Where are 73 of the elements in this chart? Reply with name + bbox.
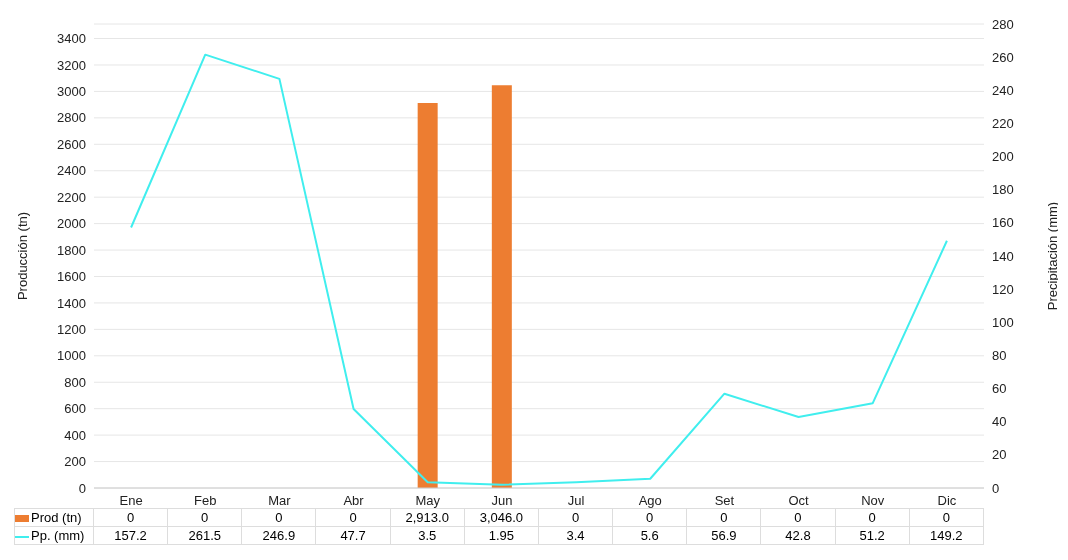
y2-tick-label: 240 [992, 82, 1014, 98]
y2-tick-label: 220 [992, 116, 1014, 132]
y2-tick-label: 0 [992, 480, 1000, 496]
data-label: 246.9 [241, 526, 316, 545]
y2-tick-label: 100 [992, 314, 1014, 330]
x-tick-label: Ene [119, 493, 143, 509]
legend-label: Prod (tn) [14, 508, 94, 527]
y-tick-label: 2800 [57, 110, 86, 126]
y2-tick-label: 120 [992, 281, 1014, 297]
data-label: 51.2 [835, 526, 910, 545]
data-label: 3.4 [538, 526, 613, 545]
x-tick-label: Set [714, 493, 735, 509]
legend-label: Pp. (mm) [14, 526, 94, 545]
data-label: 3,046.0 [464, 508, 539, 527]
y-tick-label: 600 [64, 401, 86, 417]
y2-tick-label: 60 [992, 381, 1007, 397]
y2-tick-label: 280 [992, 16, 1014, 32]
data-label: 0 [167, 508, 242, 527]
data-label: 0 [686, 508, 761, 527]
data-label: 157.2 [93, 526, 168, 545]
x-tick-label: Jul [567, 493, 585, 509]
y-tick-label: 1200 [57, 321, 86, 337]
data-label: 0 [241, 508, 316, 527]
data-label: 0 [909, 508, 984, 527]
data-label: 42.8 [760, 526, 836, 545]
y2-tick-label: 80 [992, 348, 1007, 364]
data-label: 0 [93, 508, 168, 527]
y-tick-label: 400 [64, 427, 86, 443]
x-tick-label: Nov [861, 493, 885, 509]
data-label: 2,913.0 [390, 508, 465, 527]
data-label: 0 [538, 508, 613, 527]
data-label: 0 [835, 508, 910, 527]
y2-tick-label: 40 [992, 414, 1007, 430]
y-tick-label: 2200 [57, 189, 86, 205]
data-label: 3.5 [390, 526, 465, 545]
line-series [130, 53, 948, 486]
y-tick-label: 2600 [57, 136, 86, 152]
y-tick-label: 2000 [57, 216, 86, 232]
y2-tick-label: 140 [992, 248, 1014, 264]
data-label: 149.2 [909, 526, 984, 545]
data-label: 1.95 [464, 526, 539, 545]
y-tick-label: 0 [78, 480, 86, 496]
x-tick-label: Dic [937, 493, 957, 509]
y2-tick-label: 200 [992, 149, 1014, 165]
y-tick-label: 3400 [57, 31, 86, 47]
y2-tick-label: 160 [992, 215, 1014, 231]
y2-tick-label: 180 [992, 182, 1014, 198]
y-tick-label: 1400 [57, 295, 86, 311]
data-label: 47.7 [315, 526, 391, 545]
data-label: 0 [760, 508, 836, 527]
y2-tick-label: 260 [992, 49, 1014, 65]
data-label: 5.6 [612, 526, 687, 545]
x-tick-label: Oct [788, 493, 810, 509]
y-tick-label: 1800 [57, 242, 86, 258]
data-label: 0 [315, 508, 391, 527]
y-tick-label: 200 [64, 454, 86, 470]
x-tick-label: Abr [343, 493, 365, 509]
x-tick-label: May [415, 493, 441, 509]
data-label: 261.5 [167, 526, 242, 545]
y-tick-label: 1600 [57, 269, 86, 285]
x-tick-label: Jun [491, 493, 513, 509]
data-label: 56.9 [686, 526, 761, 545]
y-tick-label: 1000 [57, 348, 86, 364]
y-tick-label: 800 [64, 374, 86, 390]
y-tick-label: 3200 [57, 57, 86, 73]
x-tick-label: Ago [638, 493, 662, 509]
x-tick-label: Feb [194, 493, 217, 509]
y2-tick-label: 20 [992, 447, 1007, 463]
y-tick-label: 3000 [57, 84, 86, 100]
y-tick-label: 2400 [57, 163, 86, 179]
x-tick-label: Mar [268, 493, 292, 509]
data-label: 0 [612, 508, 687, 527]
y-axis-title: Producción (tn) [14, 211, 30, 301]
